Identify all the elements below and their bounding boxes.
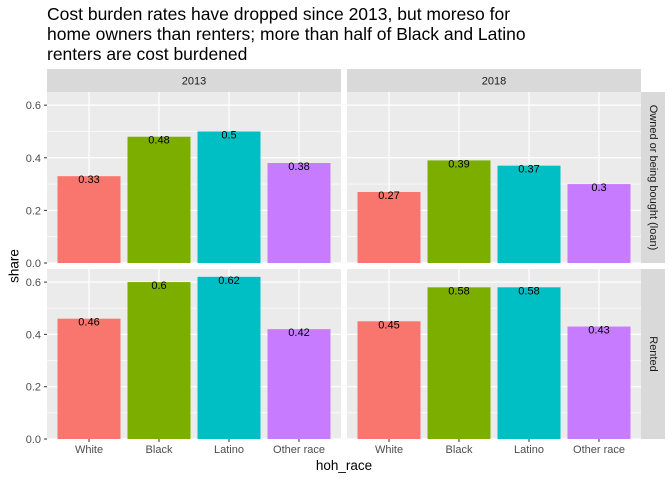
facet-strip-rented [641,269,665,439]
bar-black-2018-owned-or-being-bought-loan [427,160,491,263]
bar-other-race-2013-owned-or-being-bought-loan [267,163,331,263]
bar-latino-2018-owned-or-being-bought-loan [497,165,561,263]
data-label-other-race-2013-rented: 0.42 [288,327,309,339]
bar-other-race-2018-rented [567,326,631,439]
data-label-black-2018-rented: 0.58 [448,285,469,297]
data-label-black-2013-owned-or-being-bought-loan: 0.48 [148,135,169,147]
x-tick-label-white: White [75,444,103,456]
bar-white-2013-rented [57,318,121,439]
facet-strip-label-owned-or-being-bought-loan: Owned or being bought (loan) [647,105,659,251]
bar-black-2013-rented [127,282,191,439]
data-label-other-race-2018-rented: 0.43 [588,325,609,337]
y-tick-label: 0.0 [26,258,41,270]
x-tick-label-black: Black [146,444,173,456]
data-label-other-race-2013-owned-or-being-bought-loan: 0.38 [288,161,309,173]
y-tick-label: 0.0 [26,434,41,446]
facet-strip-label-rented: Rented [647,336,659,371]
bar-latino-2013-rented [197,276,261,439]
data-label-white-2013-owned-or-being-bought-loan: 0.33 [78,174,99,186]
data-label-white-2013-rented: 0.46 [78,317,99,329]
y-tick-label: 0.6 [26,100,41,112]
data-label-latino-2018-rented: 0.58 [518,285,539,297]
x-axis-title: hoh_race [316,458,372,473]
x-tick-label-other-race: Other race [273,444,325,456]
y-tick-label: 0.4 [26,153,41,165]
bar-other-race-2013-rented [267,329,331,439]
chart-title-line-2: home owners than renters; more than half… [47,24,526,44]
data-label-other-race-2018-owned-or-being-bought-loan: 0.3 [591,182,606,194]
facet-strip-2013 [47,69,341,92]
y-axis-title: share [7,249,22,283]
x-tick-label-other-race: Other race [573,444,625,456]
data-label-white-2018-rented: 0.45 [378,319,399,331]
data-label-latino-2013-rented: 0.62 [218,275,239,287]
bar-latino-2013-owned-or-being-bought-loan [197,131,261,263]
facet-strip-label-2013: 2013 [182,76,206,88]
chart-title-line-1: Cost burden rates have dropped since 201… [47,4,511,24]
data-label-latino-2013-owned-or-being-bought-loan: 0.5 [221,129,236,141]
x-tick-label-latino: Latino [514,444,544,456]
x-tick-label-white: White [375,444,403,456]
y-tick-label: 0.4 [26,329,41,341]
data-label-latino-2018-owned-or-being-bought-loan: 0.37 [518,164,539,176]
facet-strip-owned-or-being-bought-loan [641,92,665,263]
bar-latino-2018-rented [497,287,561,439]
facet-strip-2018 [347,69,641,92]
chart-title-line-3: renters are cost burdened [47,44,248,64]
bar-black-2013-owned-or-being-bought-loan [127,136,191,263]
data-label-white-2018-owned-or-being-bought-loan: 0.27 [378,190,399,202]
bar-black-2018-rented [427,287,491,439]
bar-other-race-2018-owned-or-being-bought-loan [567,184,631,263]
data-label-black-2018-owned-or-being-bought-loan: 0.39 [448,158,469,170]
bar-white-2018-rented [357,321,421,439]
bar-white-2018-owned-or-being-bought-loan [357,191,421,263]
chart-title: Cost burden rates have dropped since 201… [47,4,607,64]
y-tick-label: 0.2 [26,205,41,217]
bar-white-2013-owned-or-being-bought-loan [57,176,121,263]
x-tick-label-black: Black [446,444,473,456]
x-tick-label-latino: Latino [214,444,244,456]
y-tick-label: 0.6 [26,277,41,289]
y-tick-label: 0.2 [26,382,41,394]
facet-strip-label-2018: 2018 [482,76,506,88]
data-label-black-2013-rented: 0.6 [151,280,166,292]
